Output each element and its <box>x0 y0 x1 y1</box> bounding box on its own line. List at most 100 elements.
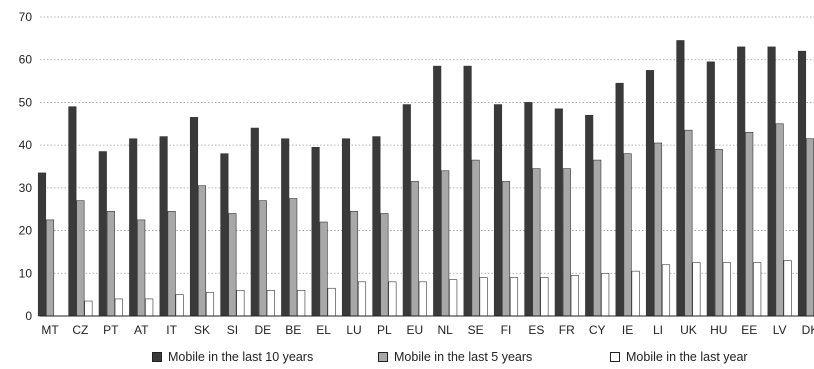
x-tick-label-cz: CZ <box>72 323 88 337</box>
bar-nl-s2 <box>441 170 450 317</box>
x-tick-label-ee: EE <box>741 323 757 337</box>
legend-swatch-1y <box>610 352 620 362</box>
bar-pt-s1 <box>98 151 107 317</box>
bar-de-s1 <box>250 127 259 317</box>
bar-nl-s1 <box>433 65 442 317</box>
bar-li-s3 <box>661 264 671 317</box>
bar-cz-s1 <box>68 106 77 317</box>
bar-se-s1 <box>463 65 472 317</box>
bar-de-s2 <box>258 200 267 317</box>
bar-es-s2 <box>532 168 541 317</box>
bar-ie-s2 <box>623 153 632 317</box>
bar-uk-s3 <box>692 262 701 317</box>
bar-eu-s2 <box>410 181 419 317</box>
bar-cy-s1 <box>585 114 594 317</box>
bar-sk-s1 <box>189 117 199 317</box>
bar-hu-s2 <box>714 149 723 317</box>
bar-pl-s2 <box>380 213 389 317</box>
bar-eu-s3 <box>418 281 427 317</box>
bar-at-s1 <box>129 138 138 317</box>
x-tick-label-eu: EU <box>406 323 423 337</box>
bar-es-s1 <box>524 102 533 317</box>
x-tick-label-it: IT <box>166 323 177 337</box>
x-tick-label-li: LI <box>653 323 663 337</box>
bar-lv-s3 <box>783 260 792 317</box>
bar-at-s2 <box>137 219 146 317</box>
bar-cy-s2 <box>593 159 602 317</box>
bar-lv-s1 <box>767 46 776 317</box>
bar-uk-s1 <box>676 40 685 317</box>
y-tick-label-0: 0 <box>25 309 32 323</box>
bar-lu-s3 <box>357 281 367 317</box>
bar-hu-s3 <box>722 262 731 317</box>
legend: Mobile in the last 10 years Mobile in th… <box>0 350 814 368</box>
x-tick-label-nl: NL <box>438 323 454 337</box>
bar-ie-s3 <box>631 270 640 317</box>
legend-label-5y: Mobile in the last 5 years <box>394 350 533 364</box>
bar-pt-s2 <box>106 211 115 317</box>
bar-be-s2 <box>289 198 298 317</box>
x-tick-label-dk: DK <box>802 323 814 337</box>
bar-si-s3 <box>236 290 245 317</box>
x-tick-label-cy: CY <box>589 323 606 337</box>
bar-ee-s3 <box>753 262 762 317</box>
bar-si-s1 <box>220 153 229 317</box>
x-tick-label-hu: HU <box>710 323 727 337</box>
bar-nl-s3 <box>449 279 458 317</box>
legend-swatch-5y <box>378 352 388 362</box>
legend-item-10y: Mobile in the last 10 years <box>152 350 313 364</box>
bar-ee-s1 <box>737 46 746 317</box>
y-tick-label-20: 20 <box>19 224 33 238</box>
bar-dk-s1 <box>797 50 807 317</box>
x-tick-label-el: EL <box>316 323 331 337</box>
x-tick-label-at: AT <box>134 323 149 337</box>
x-tick-label-si: SI <box>227 323 238 337</box>
x-tick-label-lu: LU <box>346 323 361 337</box>
bar-ee-s2 <box>745 132 754 317</box>
bar-fi-s1 <box>493 104 503 317</box>
x-axis-ticks: MT CZ PT AT IT SK SI DE BE EL LU PL EU NL SE FI ES FR CY IE… <box>41 323 814 337</box>
x-tick-label-se: SE <box>468 323 484 337</box>
bar-de-s3 <box>266 290 275 317</box>
bar-el-s2 <box>319 221 328 317</box>
bar-mt-s1 <box>37 172 47 317</box>
bar-cz-s2 <box>76 200 85 317</box>
bar-fi-s2 <box>501 181 511 317</box>
legend-item-1y: Mobile in the last year <box>610 350 748 364</box>
legend-label-10y: Mobile in the last 10 years <box>168 350 314 364</box>
bar-fr-s3 <box>570 275 579 317</box>
y-tick-label-10: 10 <box>19 266 33 280</box>
bar-si-s2 <box>228 213 237 317</box>
bar-dk-s2 <box>805 138 814 317</box>
bar-it-s2 <box>167 211 176 317</box>
bar-fr-s1 <box>554 108 563 317</box>
bar-li-s1 <box>645 70 655 317</box>
x-tick-label-sk: SK <box>194 323 210 337</box>
x-tick-label-fi: FI <box>501 323 512 337</box>
bar-mt-s2 <box>45 219 55 317</box>
bar-be-s1 <box>281 138 290 317</box>
bar-es-s3 <box>540 277 549 317</box>
bar-el-s1 <box>311 146 320 317</box>
bar-ie-s1 <box>615 82 624 317</box>
x-tick-label-de: DE <box>254 323 271 337</box>
bar-li-s2 <box>653 142 663 317</box>
bar-lu-s2 <box>349 211 359 317</box>
bar-hu-s1 <box>706 61 715 317</box>
bar-it-s3 <box>175 294 184 317</box>
x-tick-label-be: BE <box>285 323 301 337</box>
x-tick-label-ie: IE <box>622 323 633 337</box>
y-tick-label-40: 40 <box>19 138 33 152</box>
bar-lv-s2 <box>775 123 784 317</box>
bar-cz-s3 <box>84 300 93 317</box>
x-tick-label-mt: MT <box>41 323 59 337</box>
bar-uk-s2 <box>684 129 693 317</box>
y-tick-label-30: 30 <box>19 181 33 195</box>
bar-pt-s3 <box>114 298 123 317</box>
legend-swatch-10y <box>152 352 162 362</box>
y-tick-label-70: 70 <box>19 10 33 24</box>
bar-se-s2 <box>471 159 480 317</box>
bar-pl-s3 <box>388 281 397 317</box>
x-tick-label-lv: LV <box>773 323 787 337</box>
